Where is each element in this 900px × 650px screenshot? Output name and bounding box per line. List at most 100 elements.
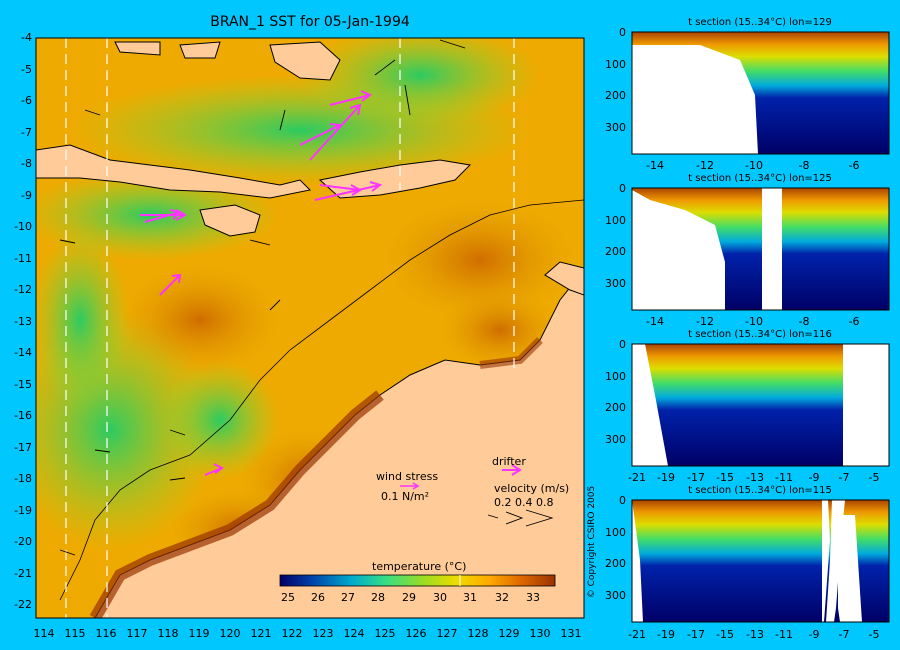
sumba-island (199, 204, 261, 237)
section-x-tick: -12 (696, 315, 714, 328)
section-panel-4 (631, 499, 890, 623)
lon-tick: 126 (405, 627, 427, 640)
lon-tick: 115 (64, 627, 86, 640)
section-x-tick: -8 (798, 159, 810, 172)
section-y-tick: 300 (605, 121, 626, 134)
section-x-tick: -9 (808, 628, 820, 641)
lat-tick: -12 (14, 283, 32, 296)
cool-water-patch (160, 360, 280, 480)
colorbar-tick: 27 (341, 591, 355, 604)
section-y-tick: 0 (619, 494, 626, 507)
warm-coastal-band (89, 390, 384, 618)
small-island (114, 41, 161, 56)
lon-tick: 122 (281, 627, 303, 640)
section-y-tick: 200 (605, 401, 626, 414)
section-title: t section (15..34°C) lon=115 (688, 485, 832, 496)
section-x-tick: -19 (657, 628, 675, 641)
section-y-tick: 0 (619, 26, 626, 39)
small-island (544, 261, 584, 296)
colorbar-tick: 28 (371, 591, 385, 604)
lon-tick: 128 (467, 627, 489, 640)
lon-tick: 127 (436, 627, 458, 640)
colorbar (279, 574, 556, 587)
section-y-tick: 100 (605, 526, 626, 539)
velocity-label: velocity (m/s) (494, 482, 570, 495)
cool-water-patch (300, 38, 540, 125)
wind-arrows (59, 39, 466, 556)
colorbar-tick: 26 (311, 591, 325, 604)
colorbar-tick: 30 (433, 591, 447, 604)
lon-tick: 129 (498, 627, 520, 640)
section-title: t section (15..34°C) lon=129 (688, 17, 832, 28)
colorbar-tick: 25 (281, 591, 295, 604)
lat-tick: -20 (14, 535, 32, 548)
section-x-tick: -13 (746, 628, 764, 641)
sst-map (36, 38, 584, 618)
colorbar-tick: 32 (495, 591, 509, 604)
wind-legend-arrow (400, 482, 420, 490)
lon-tick: 121 (250, 627, 272, 640)
warm-water-patch (120, 265, 280, 375)
velocity-values: 0.2 0.4 0.8 (494, 496, 554, 509)
section-x-tick: -11 (775, 628, 793, 641)
sulawesi-island (269, 41, 341, 81)
section-x-tick: -12 (696, 159, 714, 172)
section-y-tick: 300 (605, 589, 626, 602)
lon-tick: 130 (529, 627, 551, 640)
cool-water-patch (36, 230, 130, 410)
section-panel-1 (631, 31, 890, 155)
lat-tick: -6 (21, 94, 32, 107)
lat-tick: -11 (14, 252, 32, 265)
lon-tick: 124 (343, 627, 365, 640)
section-x-tick: -6 (848, 315, 860, 328)
section-x-tick: -7 (838, 471, 850, 484)
lon-tick: 120 (219, 627, 241, 640)
section-x-tick: -14 (646, 159, 664, 172)
section-x-tick: -5 (868, 471, 880, 484)
section-x-tick: -19 (657, 471, 675, 484)
wind-stress-unit: 0.1 N/m² (381, 490, 430, 503)
section-y-tick: 100 (605, 370, 626, 383)
lat-tick: -16 (14, 409, 32, 422)
section-x-tick: -11 (775, 471, 793, 484)
lat-tick: -17 (14, 441, 32, 454)
section-y-tick: 0 (619, 338, 626, 351)
section-title: t section (15..34°C) lon=125 (688, 173, 832, 184)
drifter-label: drifter (492, 455, 526, 468)
velocity-legend-arrows (487, 509, 554, 527)
page-title: BRAN_1 SST for 05-Jan-1994 (210, 14, 410, 30)
section-title: t section (15..34°C) lon=116 (688, 329, 832, 340)
section-y-tick: 200 (605, 557, 626, 570)
wind-stress-label: wind stress (376, 470, 439, 483)
lat-tick: -13 (14, 315, 32, 328)
section-x-tick: -9 (808, 471, 820, 484)
section-y-tick: 0 (619, 182, 626, 195)
section-y-tick: 300 (605, 277, 626, 290)
lat-tick: -5 (21, 63, 32, 76)
warm-water-patch (385, 200, 575, 320)
section-x-tick: -21 (628, 628, 646, 641)
lon-tick: 118 (157, 627, 179, 640)
lat-tick: -7 (21, 126, 32, 139)
lat-tick: -4 (21, 31, 32, 44)
section-x-tick: -17 (687, 628, 705, 641)
colorbar-tick: 33 (526, 591, 540, 604)
lon-tick: 125 (374, 627, 396, 640)
colorbar-title: temperature (°C) (372, 560, 467, 573)
copyright-text: © Copyright CSIRO 2005 (587, 485, 597, 599)
drifter-legend-arrow (502, 464, 522, 476)
lon-tick: 114 (33, 627, 55, 640)
section-y-tick: 100 (605, 214, 626, 227)
section-y-tick: 200 (605, 245, 626, 258)
map-frame (35, 37, 585, 619)
section-x-tick: -14 (646, 315, 664, 328)
lat-tick: -8 (21, 157, 32, 170)
section-x-tick: -15 (716, 628, 734, 641)
island-chain (36, 144, 312, 199)
section-y-tick: 100 (605, 58, 626, 71)
section-x-tick: -13 (746, 471, 764, 484)
warm-coastal-band (479, 337, 543, 369)
lat-tick: -21 (14, 567, 32, 580)
section-x-tick: -10 (745, 315, 763, 328)
